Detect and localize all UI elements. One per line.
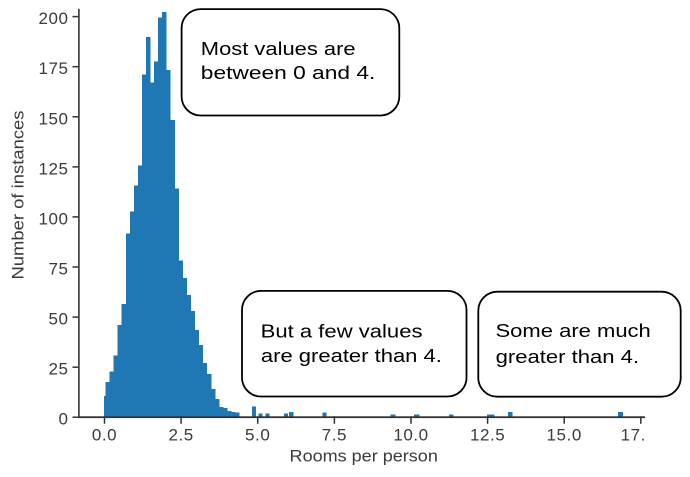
svg-text:Number of instances: Number of instances <box>9 111 28 280</box>
svg-text:Some are much: Some are much <box>496 321 651 341</box>
svg-text:between 0 and 4.: between 0 and 4. <box>201 63 375 83</box>
svg-text:0: 0 <box>58 410 68 429</box>
svg-text:75: 75 <box>48 260 68 279</box>
svg-text:Rooms per person: Rooms per person <box>290 446 438 465</box>
svg-text:125: 125 <box>38 159 68 178</box>
svg-text:0.0: 0.0 <box>92 426 117 445</box>
svg-text:5.0: 5.0 <box>245 426 270 445</box>
svg-text:12.5: 12.5 <box>470 426 505 445</box>
svg-text:greater than 4.: greater than 4. <box>496 347 639 367</box>
svg-text:Most values are: Most values are <box>201 39 356 59</box>
svg-text:175: 175 <box>38 59 68 78</box>
svg-text:are greater than 4.: are greater than 4. <box>261 346 442 366</box>
svg-text:100: 100 <box>38 209 68 228</box>
svg-text:10.0: 10.0 <box>393 426 428 445</box>
svg-text:150: 150 <box>38 109 68 128</box>
svg-text:200: 200 <box>38 9 68 28</box>
svg-text:17.: 17. <box>621 426 646 445</box>
svg-text:25: 25 <box>48 360 68 379</box>
svg-text:But a few values: But a few values <box>261 322 423 342</box>
svg-text:2.5: 2.5 <box>168 426 193 445</box>
svg-text:15.0: 15.0 <box>547 426 582 445</box>
svg-text:50: 50 <box>48 310 68 329</box>
svg-text:7.5: 7.5 <box>322 426 347 445</box>
